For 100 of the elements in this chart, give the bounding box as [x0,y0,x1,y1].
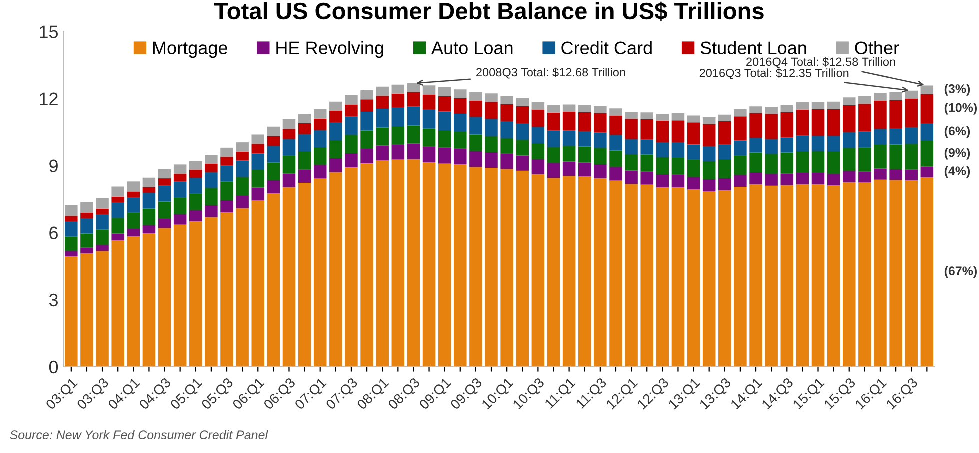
bar [454,164,467,367]
bar [376,160,389,367]
bar [158,218,172,228]
bar [610,150,622,168]
bar [345,104,358,117]
bar [920,166,934,178]
annotation: 2016Q3 Total: $12.35 Trillion [700,68,849,80]
bar [205,217,218,367]
bar [765,139,778,154]
bar [330,158,342,172]
bar [578,176,592,367]
bar [392,94,405,108]
bar [252,170,265,188]
bar [360,164,374,367]
bar [438,130,452,148]
bar [298,151,312,170]
bar [314,118,327,130]
bar [905,90,918,99]
bar [765,174,778,186]
bar [314,165,327,179]
bar [562,112,576,131]
bar [470,100,482,118]
bar [142,193,156,209]
bar [392,144,405,160]
bar [890,92,902,100]
bar [702,146,716,162]
bar [174,224,187,367]
bar [298,134,312,152]
bar [267,162,280,180]
bar [65,236,78,252]
bar [142,225,156,234]
bar [765,186,778,367]
bar [376,96,389,110]
bar [858,172,872,183]
bar [190,161,202,170]
bar [392,126,405,145]
y-tick-label: 6 [50,226,58,240]
bar [890,144,902,170]
bar [422,86,436,95]
bar [112,218,124,234]
bar [314,109,327,119]
bar [65,216,78,222]
bar [392,84,405,94]
bar [750,106,762,114]
bar [267,146,280,163]
bar [672,158,685,175]
bar [812,102,825,110]
bar [220,157,234,166]
bar [547,163,560,178]
bar [454,148,467,164]
bar [282,156,296,174]
bar [858,96,872,104]
bar [812,172,825,184]
bar [454,98,467,114]
bar [174,164,187,174]
bar [827,136,840,152]
bar [220,166,234,182]
bar [750,138,762,153]
bar [190,221,202,367]
bar [625,112,638,120]
bar [702,192,716,367]
bar [656,114,670,121]
bar [687,190,700,367]
legend-label: Credit Card [562,41,652,55]
y-tick-label: 3 [49,294,58,307]
bar [610,180,622,367]
bar [640,112,654,120]
bar [812,136,825,152]
bar [298,114,312,124]
bar [547,178,560,367]
bar [718,144,732,160]
bar [610,108,622,116]
bar [780,138,794,153]
bar [500,169,514,367]
bar [220,212,234,367]
text: (6%) [944,126,970,138]
bar [750,184,762,367]
bar [532,102,545,110]
bar [330,172,342,367]
bar [827,185,840,367]
annotation: 2016Q4 Total: $12.58 Trillion [746,57,896,68]
legend-label: Mortgage [153,42,228,58]
bar [500,104,514,122]
bar [127,229,140,236]
bar [422,109,436,129]
bar [625,139,638,154]
bar [345,95,358,105]
bar [330,111,342,122]
bar [360,112,374,131]
bar [920,94,934,124]
bar [750,172,762,184]
bar [236,160,249,178]
bar [640,154,654,172]
bar [547,147,560,164]
bar [780,152,794,174]
bar [407,106,420,126]
bar [842,148,856,172]
bar [80,218,94,234]
bar [485,94,498,102]
bar [625,154,638,171]
